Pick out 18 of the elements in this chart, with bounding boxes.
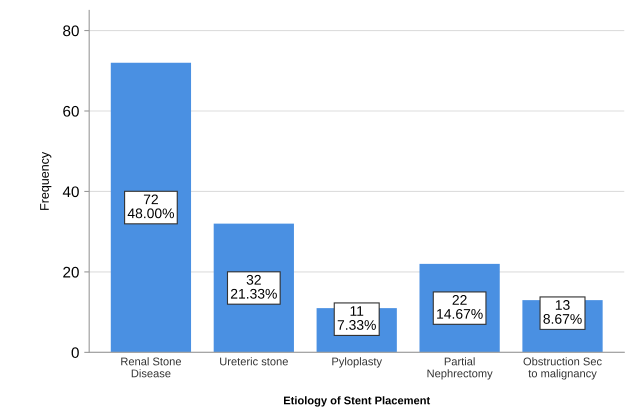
y-tick-label: 0 — [72, 347, 79, 358]
y-tick-label: 60 — [63, 106, 79, 117]
data-label: 72 48.00% — [128, 194, 174, 218]
data-label: 32 21.33% — [230, 274, 277, 299]
x-tick-label: Renal Stone Disease — [121, 357, 182, 378]
y-tick-label: 80 — [63, 25, 79, 36]
x-tick-label: Obstruction Sec to malignancy — [524, 357, 602, 380]
data-label: 11 7.33% — [338, 306, 376, 330]
y-tick-label: 40 — [62, 186, 79, 198]
y-axis-title: Frequency — [40, 152, 52, 210]
bar — [110, 62, 192, 352]
x-tick-label: Pyloplasty — [332, 357, 382, 368]
x-axis-title: Etiology of Stent Placement — [284, 396, 430, 407]
y-tick-label: 20 — [63, 266, 79, 278]
x-tick-label: Ureteric stone — [220, 357, 288, 366]
x-tick-label: Partial Nephrectomy — [427, 357, 493, 380]
data-label: 22 14.67% — [437, 295, 483, 319]
data-label: 13 8.67% — [543, 300, 582, 324]
